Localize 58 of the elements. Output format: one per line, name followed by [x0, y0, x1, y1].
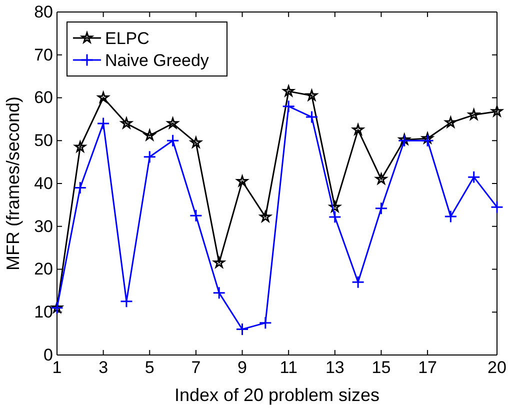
point: [445, 116, 456, 128]
point: [144, 130, 156, 140]
y-tick-label: 30: [34, 216, 53, 236]
y-tick-label: 20: [34, 260, 53, 279]
point: [236, 175, 248, 186]
legend-label: Naive Greedy: [105, 51, 210, 70]
point: [491, 106, 503, 116]
point: [190, 136, 202, 148]
y-tick-label: 0: [44, 345, 53, 364]
point: [189, 209, 202, 222]
point: [282, 100, 296, 113]
point: [74, 141, 86, 152]
point: [444, 210, 458, 224]
point: [143, 150, 156, 164]
x-tick-label: 11: [280, 358, 298, 378]
point: [328, 210, 342, 224]
point: [212, 286, 226, 300]
point: [167, 118, 178, 128]
point: [490, 200, 504, 214]
point: [374, 202, 388, 215]
point: [282, 85, 294, 96]
point: [352, 124, 364, 135]
legend-label: ELPC: [105, 29, 150, 48]
point: [467, 170, 480, 184]
point: [98, 92, 109, 103]
point: [258, 316, 272, 330]
point: [166, 134, 180, 148]
x-tick-label: 20: [488, 358, 506, 378]
point: [213, 256, 225, 268]
y-tick-label: 70: [34, 45, 53, 64]
x-tick-label: 3: [98, 358, 108, 378]
point: [305, 110, 318, 124]
point: [398, 134, 410, 145]
x-tick-label: 13: [325, 358, 344, 378]
point: [236, 322, 249, 336]
y-tick-label: 10: [34, 302, 53, 322]
point: [329, 201, 341, 212]
x-tick-label: 15: [372, 358, 391, 378]
y-tick-label: 40: [34, 174, 53, 193]
point: [468, 108, 480, 120]
x-tick-label: 1: [52, 358, 62, 378]
point: [376, 173, 387, 184]
x-tick-label: 7: [191, 358, 201, 378]
point: [421, 134, 434, 148]
x-axis-title: Index of 20 problem sizes: [174, 385, 380, 405]
x-tick-label: 5: [144, 358, 154, 378]
point: [352, 276, 365, 289]
point: [74, 181, 87, 194]
x-tick-label: 9: [238, 358, 247, 378]
point: [260, 211, 272, 222]
point: [120, 294, 133, 308]
x-tick-label: 17: [418, 358, 437, 378]
point: [306, 90, 318, 101]
y-tick-label: 60: [34, 88, 53, 108]
y-tick-label: 50: [34, 131, 53, 150]
point: [96, 116, 110, 130]
y-tick-label: 80: [34, 2, 53, 22]
y-axis-title: MFR (frames/second): [3, 96, 23, 271]
